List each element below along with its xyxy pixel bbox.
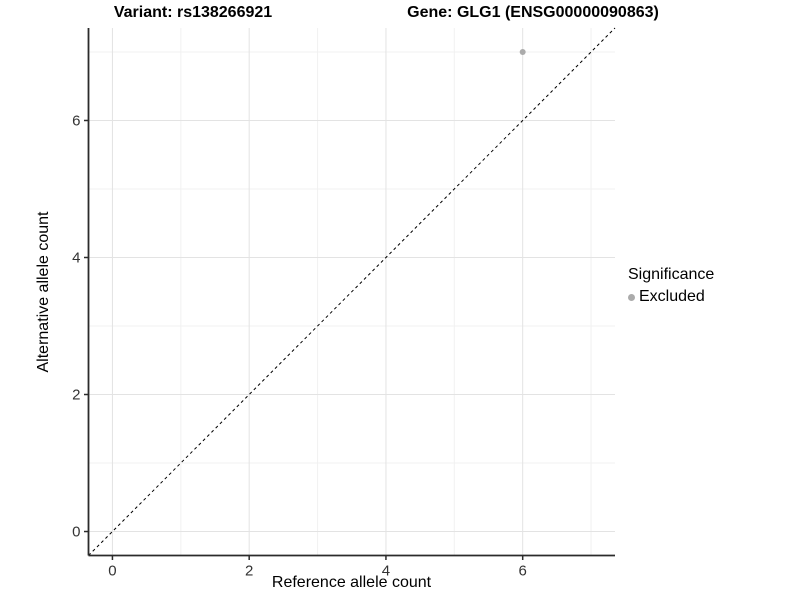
y-tick-label: 6 <box>72 113 80 130</box>
minor-gridlines <box>88 28 615 556</box>
data-points <box>519 48 526 55</box>
x-tick-label: 6 <box>519 563 527 580</box>
data-point-excluded <box>519 48 526 55</box>
legend: Significance Excluded <box>628 266 714 306</box>
axes: 0 2 4 6 0 2 4 6 <box>72 28 615 580</box>
x-tick-label: 4 <box>382 563 390 580</box>
legend-item-label: Excluded <box>639 288 705 305</box>
y-tick-label: 4 <box>72 250 80 267</box>
x-tick-label: 0 <box>108 563 116 580</box>
x-axis-title: Reference allele count <box>271 574 432 591</box>
y-tick-label: 2 <box>72 387 80 404</box>
y-tick-label: 0 <box>72 524 80 541</box>
major-gridlines <box>88 28 615 556</box>
legend-point-icon <box>628 293 635 301</box>
legend-item-excluded: Excluded <box>628 288 714 306</box>
plot-title-gene: Gene: GLG1 (ENSG00000090863) <box>407 4 659 21</box>
plot-title-variant: Variant: rs138266921 <box>113 4 273 21</box>
legend-title: Significance <box>628 266 715 283</box>
identity-line <box>88 27 616 556</box>
y-axis-title: Alternative allele count <box>35 211 52 373</box>
x-tick-label: 2 <box>245 563 253 580</box>
